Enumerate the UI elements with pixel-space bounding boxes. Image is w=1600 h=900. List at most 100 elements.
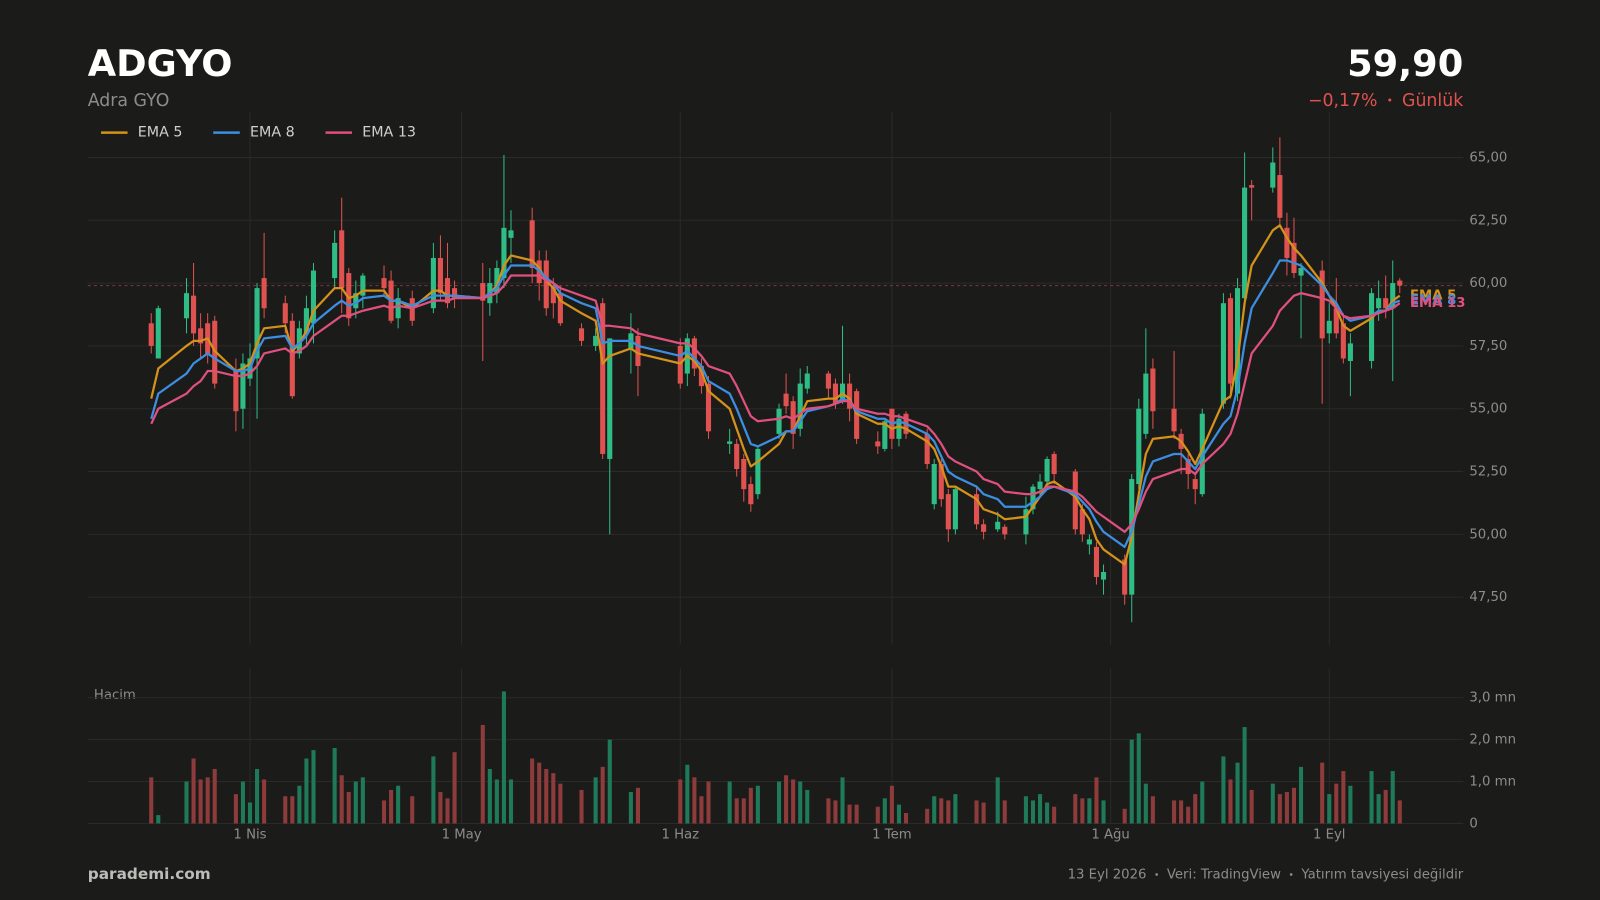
candle-body xyxy=(1284,227,1290,258)
source: Veri: TradingView xyxy=(1167,867,1281,882)
volume-bar xyxy=(431,756,436,824)
candle-body xyxy=(691,338,697,369)
volume-bar xyxy=(290,796,295,824)
volume-bar xyxy=(889,785,894,824)
legend-label: EMA 5 xyxy=(138,125,183,141)
volume-bar xyxy=(741,798,746,824)
candle-body xyxy=(1277,175,1283,218)
volume-bar xyxy=(974,800,979,824)
price: 59,90 xyxy=(1347,42,1463,85)
volume-bar xyxy=(530,758,535,824)
x-tick-label: 1 May xyxy=(442,828,482,843)
ema-end-label: EMA 13 xyxy=(1410,296,1466,311)
candle-body xyxy=(1150,368,1156,412)
volume-bar xyxy=(1122,808,1127,824)
volume-bar xyxy=(826,798,831,824)
volume-bar xyxy=(1334,783,1339,824)
candle-body xyxy=(1192,479,1198,490)
candle-body xyxy=(832,383,839,404)
x-tick-label: 1 Eyl xyxy=(1313,828,1346,843)
candle-body xyxy=(1376,298,1382,309)
y-tick-label: 55,00 xyxy=(1469,402,1507,417)
candle-body xyxy=(148,323,154,346)
volume-bar xyxy=(1087,798,1092,824)
volume-bar xyxy=(798,781,803,824)
volume-bar xyxy=(706,781,711,824)
volume-bar xyxy=(1186,806,1191,824)
candle-body xyxy=(1185,458,1191,475)
candle-body xyxy=(494,268,500,294)
volume-bar xyxy=(537,762,542,824)
candle-body xyxy=(973,494,980,525)
volume-bar xyxy=(353,781,358,824)
volume-bar xyxy=(558,783,563,824)
volume-bar xyxy=(1136,733,1141,824)
company-name: Adra GYO xyxy=(88,91,170,111)
volume-bar xyxy=(1348,785,1353,824)
candle-body xyxy=(945,494,951,530)
candle-body xyxy=(261,278,267,309)
ema-line xyxy=(150,274,1401,533)
candle-body xyxy=(981,524,987,532)
volume-bar xyxy=(1150,796,1155,824)
volume-bar xyxy=(156,815,161,824)
candle-body xyxy=(607,338,613,459)
volume-bar xyxy=(205,777,210,824)
volume-bar xyxy=(1320,762,1325,824)
volume-bar xyxy=(699,796,704,824)
symbol: ADGYO xyxy=(88,42,233,85)
candle-body xyxy=(1072,471,1078,530)
volume-bar xyxy=(452,752,457,824)
candle-body xyxy=(931,463,937,505)
x-tick-label: 1 Tem xyxy=(872,828,912,843)
candle-body xyxy=(346,273,352,319)
candle-body xyxy=(543,260,549,309)
candle-body xyxy=(1136,408,1142,485)
volume-bar xyxy=(925,808,930,824)
period: Günlük xyxy=(1402,91,1463,111)
volume-bar xyxy=(304,758,309,824)
candle-body xyxy=(741,458,747,490)
candle-body xyxy=(1037,481,1043,490)
volume-bar xyxy=(734,798,739,824)
y-tick-label: 57,50 xyxy=(1469,339,1507,354)
volume-bar xyxy=(501,691,506,824)
candle-body xyxy=(677,345,683,384)
volume-bar xyxy=(1249,789,1254,824)
candle-body xyxy=(825,373,831,389)
volume-bar xyxy=(1073,794,1078,824)
volume-bar xyxy=(932,796,937,824)
candle-body xyxy=(896,418,902,439)
volume-bar xyxy=(1235,762,1240,824)
candle-body xyxy=(282,303,288,324)
candle-body xyxy=(508,230,514,238)
volume-bar xyxy=(255,768,260,824)
volume-bar xyxy=(1030,800,1036,824)
disclaimer: Yatırım tavsiyesi değildir xyxy=(1300,867,1463,882)
candle-body xyxy=(1051,453,1057,475)
volume-bar xyxy=(240,781,245,824)
ema-line xyxy=(150,259,1401,549)
volume-bar xyxy=(198,779,203,824)
volume-bar xyxy=(438,792,443,824)
candle-body xyxy=(734,443,740,470)
volume-bar xyxy=(1094,777,1099,824)
candle-body xyxy=(804,373,810,389)
volume-bar xyxy=(480,724,485,824)
candle-body xyxy=(198,328,204,344)
ema-end-label: EMA 8 xyxy=(1410,294,1456,309)
separator xyxy=(1289,873,1293,876)
candle-body xyxy=(797,383,803,429)
candle-body xyxy=(783,393,789,407)
date: 13 Eyl 2026 xyxy=(1068,867,1147,882)
candle-body xyxy=(339,230,345,289)
volume-bar xyxy=(1221,756,1226,824)
candle-body xyxy=(1093,546,1100,578)
volume-bar xyxy=(311,750,316,824)
volume-bar xyxy=(551,773,556,824)
candle-body xyxy=(600,303,606,454)
candle-body xyxy=(1319,270,1325,339)
candle-body xyxy=(155,308,161,359)
